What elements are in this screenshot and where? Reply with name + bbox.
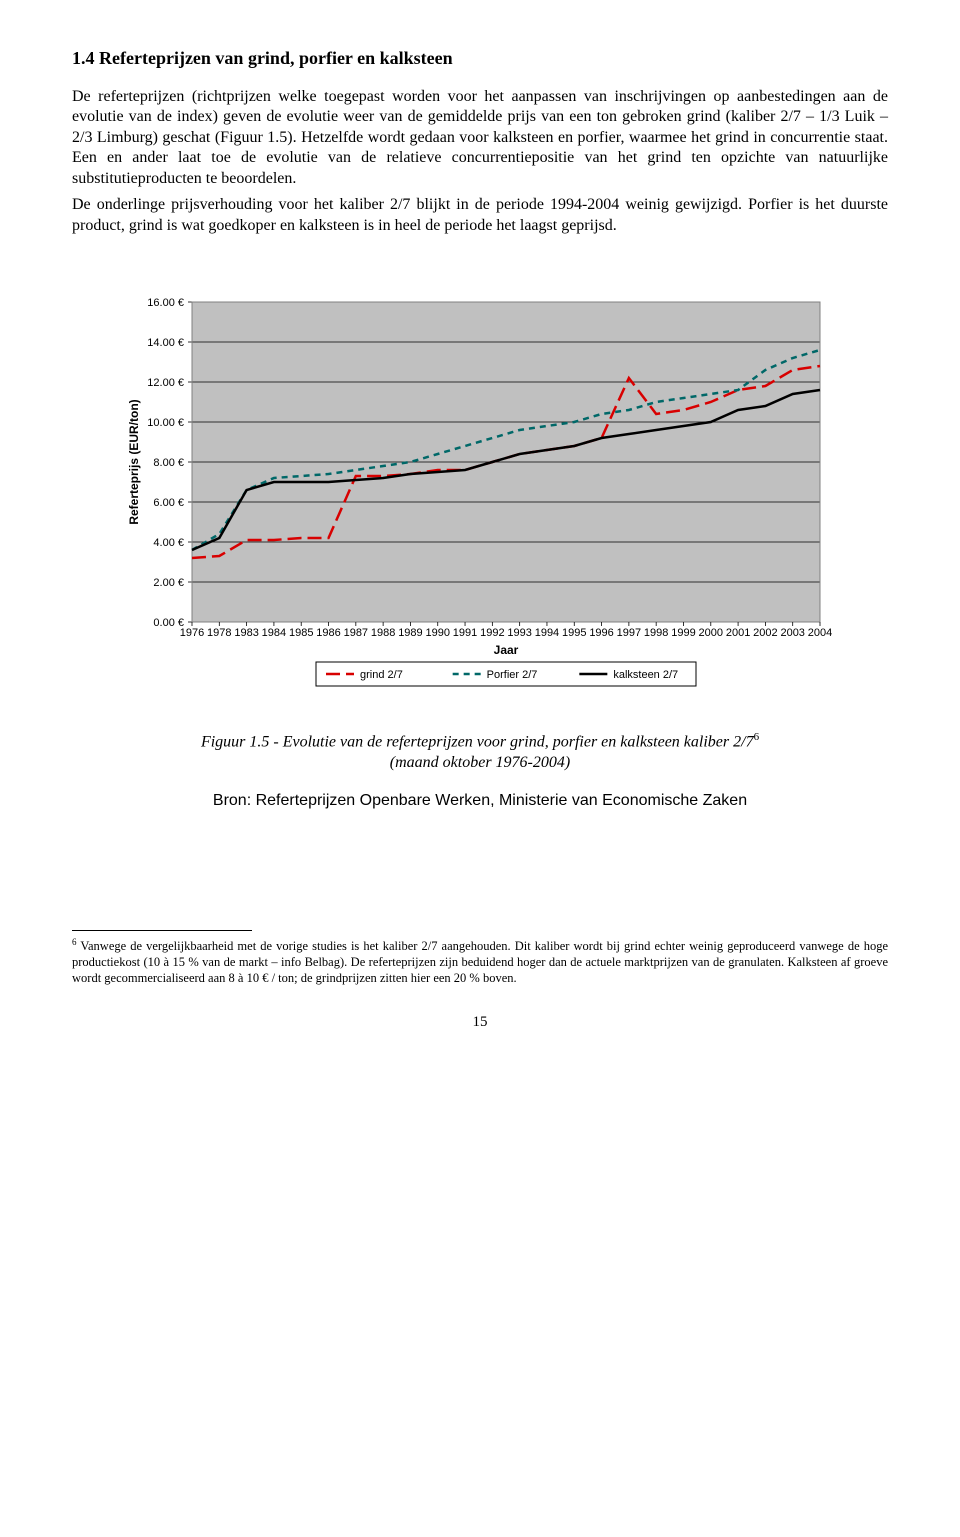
svg-text:2000: 2000 — [699, 627, 723, 639]
svg-text:Referteprijs (EUR/ton): Referteprijs (EUR/ton) — [127, 400, 141, 525]
svg-text:2.00 €: 2.00 € — [153, 577, 184, 589]
svg-text:1997: 1997 — [617, 627, 641, 639]
svg-text:1978: 1978 — [207, 627, 231, 639]
svg-text:1994: 1994 — [535, 627, 559, 639]
svg-text:1993: 1993 — [507, 627, 531, 639]
svg-text:1992: 1992 — [480, 627, 504, 639]
caption-line1: Figuur 1.5 - Evolutie van de referteprij… — [201, 734, 754, 751]
svg-text:4.00 €: 4.00 € — [153, 537, 184, 549]
svg-text:1985: 1985 — [289, 627, 313, 639]
svg-text:1989: 1989 — [398, 627, 422, 639]
referteprijzen-chart: 0.00 €2.00 €4.00 €6.00 €8.00 €10.00 €12.… — [120, 286, 840, 706]
source-line: Bron: Referteprijzen Openbare Werken, Mi… — [72, 792, 888, 810]
figure-caption: Figuur 1.5 - Evolutie van de referteprij… — [72, 730, 888, 774]
section-title: 1.4 Referteprijzen van grind, porfier en… — [72, 48, 888, 69]
chart-container: 0.00 €2.00 €4.00 €6.00 €8.00 €10.00 €12.… — [120, 286, 840, 706]
caption-line2: (maand oktober 1976-2004) — [390, 754, 570, 771]
svg-text:12.00 €: 12.00 € — [147, 377, 184, 389]
svg-text:16.00 €: 16.00 € — [147, 297, 184, 309]
svg-text:1986: 1986 — [316, 627, 340, 639]
svg-text:Jaar: Jaar — [494, 643, 519, 657]
svg-text:1990: 1990 — [425, 627, 449, 639]
svg-text:1984: 1984 — [262, 627, 286, 639]
svg-text:1988: 1988 — [371, 627, 395, 639]
svg-text:1983: 1983 — [234, 627, 258, 639]
svg-text:1999: 1999 — [671, 627, 695, 639]
svg-text:2004: 2004 — [808, 627, 832, 639]
caption-sup: 6 — [754, 731, 760, 743]
svg-text:kalksteen 2/7: kalksteen 2/7 — [613, 669, 678, 681]
svg-text:8.00 €: 8.00 € — [153, 457, 184, 469]
svg-text:1976: 1976 — [180, 627, 204, 639]
footnote: 6 Vanwege de vergelijkbaarheid met de vo… — [72, 937, 888, 986]
svg-text:2002: 2002 — [753, 627, 777, 639]
svg-text:1998: 1998 — [644, 627, 668, 639]
svg-text:1996: 1996 — [589, 627, 613, 639]
svg-text:2001: 2001 — [726, 627, 750, 639]
svg-text:1995: 1995 — [562, 627, 586, 639]
paragraph-1: De referteprijzen (richtprijzen welke to… — [72, 87, 888, 189]
svg-text:grind 2/7: grind 2/7 — [360, 669, 403, 681]
page-number: 15 — [72, 1014, 888, 1031]
footnote-text: Vanwege de vergelijkbaarheid met de vori… — [72, 939, 888, 984]
footnote-separator — [72, 930, 252, 931]
svg-text:2003: 2003 — [780, 627, 804, 639]
svg-text:Porfier 2/7: Porfier 2/7 — [487, 669, 538, 681]
svg-text:6.00 €: 6.00 € — [153, 497, 184, 509]
svg-text:14.00 €: 14.00 € — [147, 337, 184, 349]
svg-text:1991: 1991 — [453, 627, 477, 639]
svg-text:1987: 1987 — [344, 627, 368, 639]
paragraph-2: De onderlinge prijsverhouding voor het k… — [72, 195, 888, 236]
svg-text:10.00 €: 10.00 € — [147, 417, 184, 429]
